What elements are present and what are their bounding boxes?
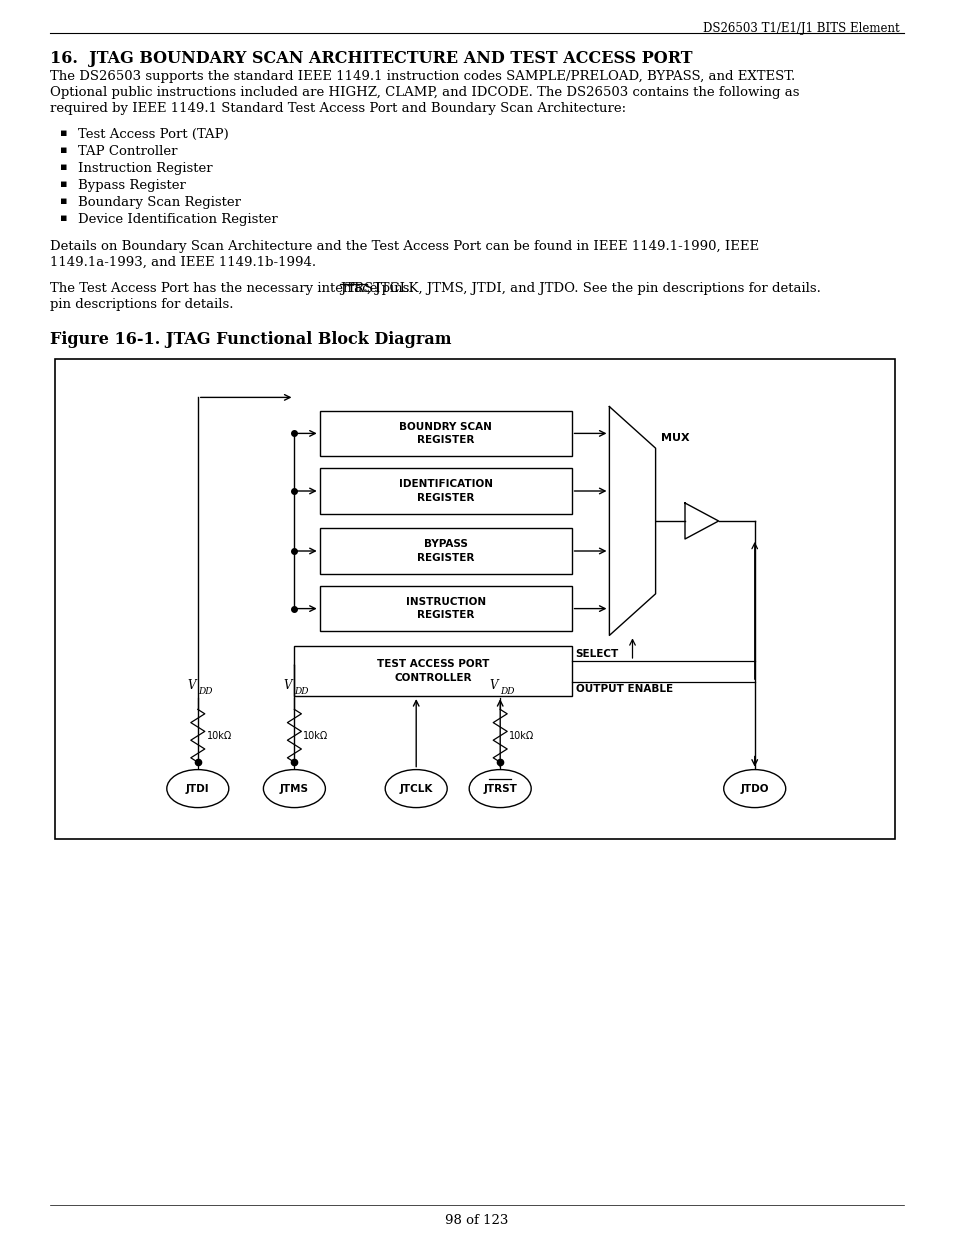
- Text: BYPASS
REGISTER: BYPASS REGISTER: [416, 540, 474, 563]
- Text: Optional public instructions included are HIGHZ, CLAMP, and IDCODE. The DS26503 : Optional public instructions included ar…: [50, 86, 799, 99]
- Text: TEST ACCESS PORT
CONTROLLER: TEST ACCESS PORT CONTROLLER: [376, 659, 489, 683]
- Ellipse shape: [723, 769, 785, 808]
- Bar: [319, 410, 571, 456]
- Text: JTCLK: JTCLK: [399, 783, 433, 794]
- Text: Instruction Register: Instruction Register: [78, 162, 213, 175]
- Text: INSTRUCTION
REGISTER: INSTRUCTION REGISTER: [405, 597, 485, 620]
- Text: Test Access Port (TAP): Test Access Port (TAP): [78, 128, 229, 141]
- Text: ▪: ▪: [60, 196, 68, 206]
- Text: JTRST: JTRST: [483, 783, 517, 794]
- Text: V: V: [187, 679, 195, 692]
- Text: 98 of 123: 98 of 123: [445, 1214, 508, 1226]
- Text: Boundary Scan Register: Boundary Scan Register: [78, 196, 241, 209]
- Bar: [319, 468, 571, 514]
- Text: OUTPUT ENABLE: OUTPUT ENABLE: [575, 684, 672, 694]
- Text: ▪: ▪: [60, 212, 68, 224]
- Text: JTRST: JTRST: [340, 282, 382, 295]
- Text: V: V: [489, 679, 497, 692]
- Text: Details on Boundary Scan Architecture and the Test Access Port can be found in I: Details on Boundary Scan Architecture an…: [50, 240, 759, 253]
- Ellipse shape: [263, 769, 325, 808]
- Text: JTDO: JTDO: [740, 783, 768, 794]
- Text: ▪: ▪: [60, 162, 68, 172]
- Text: 1149.1a-1993, and IEEE 1149.1b-1994.: 1149.1a-1993, and IEEE 1149.1b-1994.: [50, 256, 315, 269]
- Text: TAP Controller: TAP Controller: [78, 144, 177, 158]
- Ellipse shape: [167, 769, 229, 808]
- Text: Bypass Register: Bypass Register: [78, 179, 186, 191]
- Text: BOUNDRY SCAN
REGISTER: BOUNDRY SCAN REGISTER: [398, 422, 492, 445]
- Text: IDENTIFICATION
REGISTER: IDENTIFICATION REGISTER: [398, 479, 492, 503]
- Text: 10kΩ: 10kΩ: [207, 731, 232, 741]
- Text: JTMS: JTMS: [279, 783, 309, 794]
- Text: pin descriptions for details.: pin descriptions for details.: [50, 298, 233, 311]
- Text: Figure 16-1. JTAG Functional Block Diagram: Figure 16-1. JTAG Functional Block Diagr…: [50, 331, 451, 348]
- Text: MUX: MUX: [659, 433, 688, 443]
- Text: , JTCLK, JTMS, JTDI, and JTDO. See the pin descriptions for details.: , JTCLK, JTMS, JTDI, and JTDO. See the p…: [366, 282, 820, 295]
- Text: SELECT: SELECT: [575, 648, 618, 659]
- Text: 10kΩ: 10kΩ: [509, 731, 534, 741]
- Text: DD: DD: [294, 687, 309, 697]
- Text: JTDI: JTDI: [186, 783, 210, 794]
- Text: 16.  JTAG BOUNDARY SCAN ARCHITECTURE AND TEST ACCESS PORT: 16. JTAG BOUNDARY SCAN ARCHITECTURE AND …: [50, 49, 692, 67]
- Bar: [294, 646, 571, 697]
- Ellipse shape: [385, 769, 447, 808]
- Text: V: V: [284, 679, 292, 692]
- Text: Device Identification Register: Device Identification Register: [78, 212, 277, 226]
- Ellipse shape: [469, 769, 531, 808]
- Text: The DS26503 supports the standard IEEE 1149.1 instruction codes SAMPLE/PRELOAD, : The DS26503 supports the standard IEEE 1…: [50, 70, 795, 83]
- Bar: [55, 359, 894, 839]
- Text: required by IEEE 1149.1 Standard Test Access Port and Boundary Scan Architecture: required by IEEE 1149.1 Standard Test Ac…: [50, 103, 625, 115]
- Text: ▪: ▪: [60, 179, 68, 189]
- Text: DD: DD: [499, 687, 515, 697]
- Text: The Test Access Port has the necessary interface pins:: The Test Access Port has the necessary i…: [50, 282, 417, 295]
- Text: DD: DD: [197, 687, 213, 697]
- Bar: [319, 529, 571, 574]
- Bar: [319, 585, 571, 631]
- Text: DS26503 T1/E1/J1 BITS Element: DS26503 T1/E1/J1 BITS Element: [702, 22, 899, 35]
- Text: ▪: ▪: [60, 144, 68, 156]
- Text: 10kΩ: 10kΩ: [303, 731, 328, 741]
- Text: ▪: ▪: [60, 128, 68, 138]
